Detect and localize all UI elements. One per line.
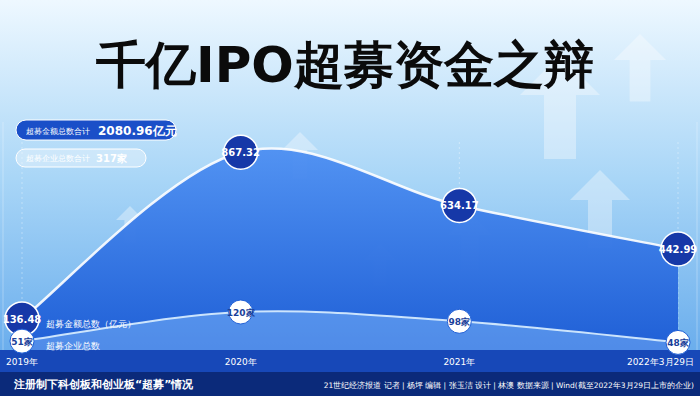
axis-band (0, 350, 700, 372)
x-tick-label: 2022年3月29日 (627, 357, 694, 367)
series-line (22, 311, 678, 342)
data-label: 136.48 (3, 314, 42, 325)
series-line (22, 148, 678, 318)
annotation-box (16, 149, 146, 167)
annotation-value: 317家 (96, 153, 127, 164)
y2-axis-line (697, 122, 698, 350)
data-label: 120家 (227, 308, 255, 318)
annotation-label: 超募企业总数合计 (26, 154, 90, 163)
annotation-box (16, 120, 176, 140)
series-area (22, 311, 678, 350)
annotation-label: 超募金额总数合计 (26, 127, 90, 136)
data-label: 867.32 (221, 147, 260, 158)
data-label: 98家 (449, 317, 471, 327)
footer-band (0, 372, 700, 396)
data-label: 48家 (667, 338, 689, 348)
data-marker (666, 330, 690, 354)
subtitle: 注册制下科创板和创业板“超募”情况 (13, 378, 194, 391)
x-tick-label: 2019年 (6, 357, 38, 367)
annotation-value: 2080.96亿元 (98, 124, 177, 138)
background (0, 0, 700, 396)
x-tick-label: 2021年 (443, 357, 475, 367)
data-label: 634.17 (440, 200, 479, 211)
data-marker (10, 329, 34, 353)
data-label: 442.99 (659, 244, 698, 255)
title: 千亿IPO超募资金之辩 (95, 36, 594, 94)
chart: 千亿IPO超募资金之辩 2019年 2020年 2021年 2022年3月29日 超募金额… (0, 0, 700, 396)
data-label: 51家 (11, 337, 33, 347)
source: 21世纪经济报道 记者 | 杨坪 编辑 | 张玉洁 设计 | 林澳 数据来源 |… (324, 381, 694, 390)
series-label: 超募企业总数 (46, 341, 100, 351)
series-label: 超募金额总数（亿元） (46, 319, 136, 329)
data-marker (447, 309, 471, 333)
series-area (22, 148, 678, 350)
plot-area (22, 148, 678, 350)
arrow-decoration (614, 34, 666, 102)
x-tick-label: 2020年 (225, 357, 257, 367)
